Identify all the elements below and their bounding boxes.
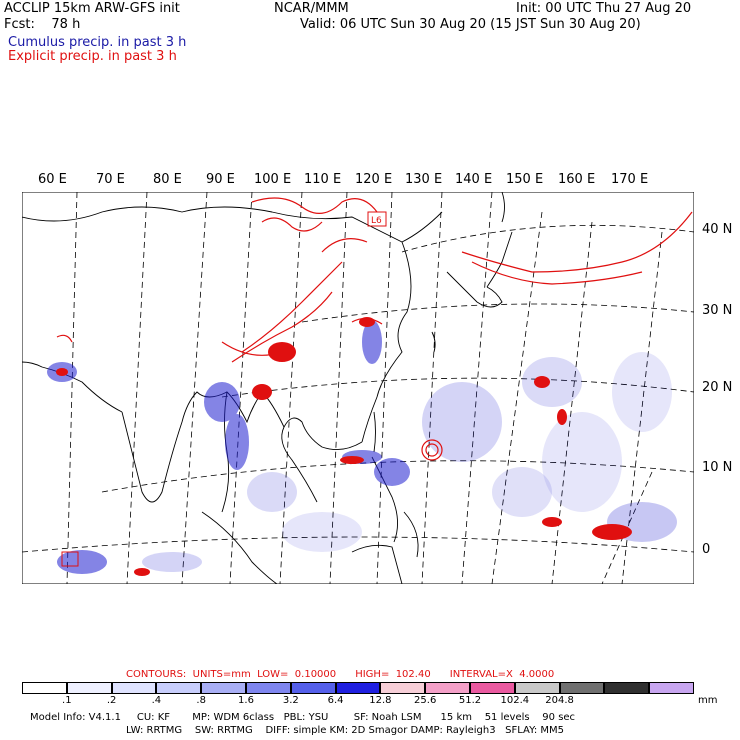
legend-swatch [246, 682, 291, 694]
lon-label: 130 E [405, 172, 443, 187]
lon-label: 90 E [206, 172, 235, 187]
init-time: Init: 00 UTC Thu 27 Aug 20 [516, 1, 692, 16]
legend-tick-label: 12.8 [369, 695, 392, 706]
legend-tick-label: 51.2 [458, 695, 482, 706]
lon-label: 150 E [506, 172, 544, 187]
precip-map: L6 [22, 192, 694, 584]
graticule [22, 192, 694, 584]
legend-units: mm [698, 695, 718, 706]
contours-info: CONTOURS: UNITS=mm LOW= 0.10000 HIGH= 10… [126, 669, 555, 680]
legend-tick-label: .4 [151, 695, 162, 706]
legend-swatch [425, 682, 470, 694]
legend-swatch [335, 682, 381, 694]
legend-swatch [470, 682, 515, 694]
coastlines [22, 192, 513, 584]
legend-tick-label: 1.6 [238, 695, 254, 706]
plot-title: ACCLIP 15km ARW-GFS init [4, 1, 180, 16]
legend-swatch [156, 682, 202, 694]
lon-label: 140 E [455, 172, 493, 187]
legend-swatch [290, 682, 336, 694]
center-label: NCAR/MMM [274, 1, 349, 16]
lat-label: 30 N [702, 303, 733, 318]
lon-label: 110 E [304, 172, 342, 187]
legend-tick-label: 3.2 [282, 695, 299, 706]
lon-label: 170 E [611, 172, 649, 187]
lon-label: 160 E [558, 172, 596, 187]
explicit-precip-cores [56, 317, 632, 576]
model-info: Model Info: V4.1.1 CU: KF MP: WDM 6class… [30, 712, 576, 723]
legend-swatch [604, 682, 650, 694]
forecast-hour: Fcst: 78 h [4, 17, 81, 32]
legend-swatch [559, 682, 605, 694]
lon-label: 120 E [355, 172, 393, 187]
legend-swatch [380, 682, 426, 694]
lon-label: 80 E [153, 172, 182, 187]
lat-label: 10 N [702, 460, 733, 475]
legend-swatch [66, 682, 112, 694]
lon-label: 100 E [254, 172, 292, 187]
legend-swatch [201, 682, 246, 694]
legend-tick-label: 102.4 [500, 695, 530, 706]
legend-tick-label: .1 [62, 695, 72, 706]
lon-label: 60 E [38, 172, 67, 187]
color-legend [22, 682, 694, 694]
legend-tick-label: 6.4 [327, 695, 344, 706]
lon-label: 70 E [96, 172, 125, 187]
legend-swatch [111, 682, 157, 694]
lat-label: 40 N [702, 222, 733, 237]
legend-tick-label: 204.8 [545, 695, 574, 706]
valid-time: Valid: 06 UTC Sun 30 Aug 20 (15 JST Sun … [300, 17, 641, 32]
legend-tick-label: 25.6 [414, 695, 437, 706]
lat-label: 0 [702, 542, 711, 557]
lat-label: 20 N [702, 380, 733, 395]
cumulus-legend-label: Cumulus precip. in past 3 h [8, 35, 187, 50]
cumulus-precip [47, 320, 677, 574]
legend-swatch [514, 682, 560, 694]
legend-swatch [649, 682, 694, 694]
model-info-physics: LW: RRTMG SW: RRTMG DIFF: simple KM: 2D … [126, 725, 565, 736]
legend-tick-label: .8 [196, 695, 206, 706]
legend-swatch [22, 682, 67, 694]
legend-tick-label: .2 [106, 695, 117, 706]
box-label: L6 [371, 216, 382, 226]
explicit-precip [56, 197, 693, 461]
explicit-legend-label: Explicit precip. in past 3 h [8, 49, 177, 64]
